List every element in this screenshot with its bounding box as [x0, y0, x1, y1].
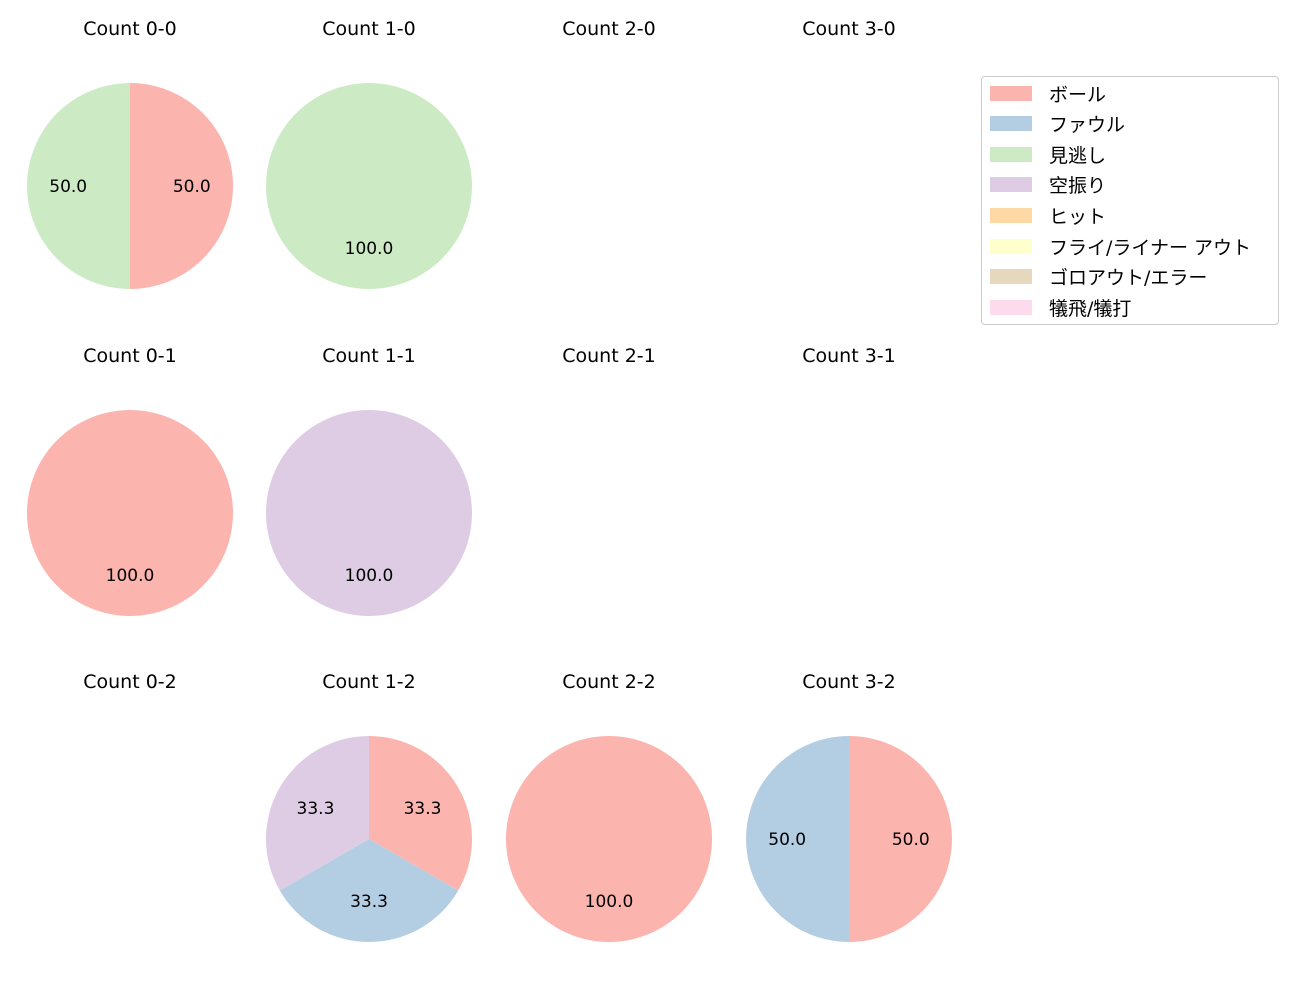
legend: ボールファウル見逃し空振りヒットフライ/ライナー アウト ゴロアウト/エラー 犠飛/…	[981, 76, 1279, 325]
legend-label: ファウル	[1049, 114, 1126, 137]
subplot-title: Count 1-2	[322, 671, 416, 693]
subplot-title: Count 1-1	[322, 345, 416, 367]
legend-item: ボール	[990, 82, 1107, 106]
slice-label: 50.0	[768, 830, 806, 850]
legend-label: 空振り	[1049, 175, 1107, 198]
subplot-title: Count 0-2	[83, 671, 177, 693]
subplot: Count 2-2 100.0	[506, 671, 712, 942]
legend-label: フライ/ライナー アウト	[1049, 236, 1252, 259]
pie-slice	[266, 410, 472, 616]
subplot-title: Count 2-2	[562, 671, 656, 693]
legend-item: ヒット	[990, 204, 1107, 228]
legend-label: ボール	[1049, 83, 1107, 106]
subplot-title: Count 3-0	[802, 18, 896, 40]
legend-swatch	[990, 177, 1032, 193]
slice-label: 50.0	[173, 177, 211, 197]
subplot: Count 2-1	[562, 345, 656, 367]
subplot-title: Count 2-0	[562, 18, 656, 40]
legend-label: ヒット	[1049, 205, 1107, 228]
slice-label: 33.3	[350, 892, 388, 912]
subplot: Count 3-0	[802, 18, 896, 40]
legend-item: 犠飛/犠打	[990, 296, 1132, 320]
slice-label: 100.0	[345, 239, 394, 259]
subplot: Count 2-0	[562, 18, 656, 40]
legend-label: ゴロアウト/エラー	[1049, 267, 1208, 290]
subplot: Count 3-1	[802, 345, 896, 367]
subplot-title: Count 3-1	[802, 345, 896, 367]
legend-label: 犠飛/犠打	[1049, 297, 1132, 320]
subplot-title: Count 3-2	[802, 671, 896, 693]
legend-item: 空振り	[990, 174, 1107, 198]
slice-label: 100.0	[345, 566, 394, 586]
legend-label: 見逃し	[1049, 144, 1107, 167]
pie-slice	[506, 736, 712, 942]
subplot-title: Count 0-1	[83, 345, 177, 367]
legend-item: 見逃し	[990, 143, 1107, 167]
legend-swatch	[990, 299, 1032, 315]
subplot: Count 0-0 50.0 50.0	[27, 18, 233, 289]
subplot: Count 3-2 50.0 50.0	[746, 671, 952, 942]
pie-slice	[266, 736, 369, 891]
legend-item: ゴロアウト/エラー	[990, 266, 1208, 290]
slice-label: 50.0	[49, 177, 87, 197]
slice-label: 100.0	[585, 892, 634, 912]
subplot: Count 0-1 100.0	[27, 345, 233, 616]
slice-label: 33.3	[297, 799, 335, 819]
pie-slice	[369, 736, 472, 891]
legend-swatch	[990, 146, 1032, 162]
legend-swatch	[990, 85, 1032, 101]
pie-slice	[266, 83, 472, 289]
subplot: Count 1-1 100.0	[266, 345, 472, 616]
pie-slice	[27, 410, 233, 616]
pie-slice	[849, 736, 952, 942]
subplot-title: Count 2-1	[562, 345, 656, 367]
legend-swatch	[990, 238, 1032, 254]
subplot-title: Count 1-0	[322, 18, 416, 40]
subplot-title: Count 0-0	[83, 18, 177, 40]
legend-swatch	[990, 207, 1032, 223]
legend-item: フライ/ライナー アウト	[990, 235, 1252, 259]
legend-swatch	[990, 269, 1032, 285]
legend-item: ファウル	[990, 113, 1126, 137]
pie-slice	[27, 83, 130, 289]
subplot: Count 1-2 33.3 33.3 33.3	[266, 671, 472, 942]
legend-swatch	[990, 116, 1032, 132]
slice-label: 50.0	[892, 830, 930, 850]
pie-slice	[746, 736, 849, 942]
pie-slice	[130, 83, 233, 289]
subplot: Count 0-2	[83, 671, 177, 693]
slice-label: 100.0	[106, 566, 155, 586]
slice-label: 33.3	[404, 799, 442, 819]
subplot: Count 1-0 100.0	[266, 18, 472, 289]
